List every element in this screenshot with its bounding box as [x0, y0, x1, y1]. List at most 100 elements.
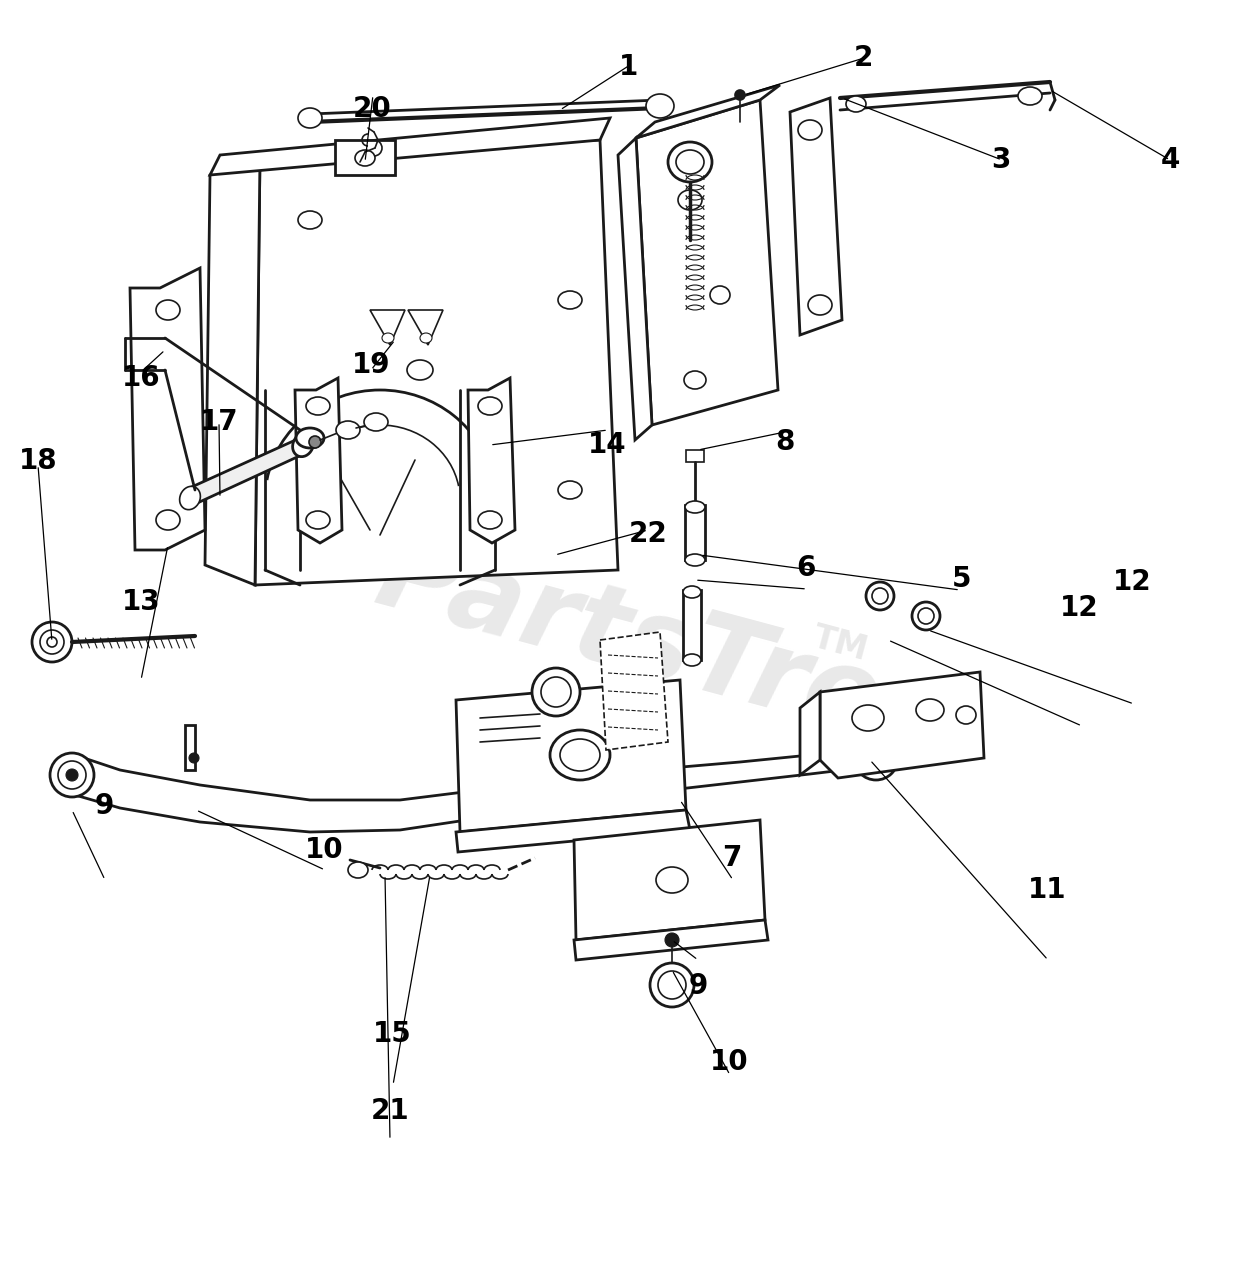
Ellipse shape — [478, 511, 502, 529]
Text: PartsTre: PartsTre — [366, 521, 892, 759]
Ellipse shape — [47, 637, 57, 646]
Ellipse shape — [408, 360, 433, 380]
Ellipse shape — [298, 481, 322, 499]
Ellipse shape — [854, 736, 898, 780]
Text: TM: TM — [809, 621, 872, 667]
Polygon shape — [455, 680, 686, 832]
Ellipse shape — [560, 739, 600, 771]
Polygon shape — [637, 84, 780, 138]
Text: 6: 6 — [796, 554, 816, 582]
Ellipse shape — [156, 509, 180, 530]
Bar — [683, 590, 701, 660]
Ellipse shape — [647, 93, 674, 118]
Ellipse shape — [686, 554, 704, 566]
Ellipse shape — [336, 421, 360, 439]
Ellipse shape — [309, 436, 321, 448]
Ellipse shape — [65, 769, 78, 781]
Ellipse shape — [852, 705, 884, 731]
Ellipse shape — [678, 189, 702, 210]
Polygon shape — [185, 438, 308, 506]
Polygon shape — [210, 118, 610, 175]
Polygon shape — [574, 920, 767, 960]
Text: 7: 7 — [722, 844, 742, 872]
Polygon shape — [130, 268, 205, 550]
Text: 22: 22 — [629, 520, 667, 548]
Ellipse shape — [665, 933, 679, 947]
Ellipse shape — [916, 699, 944, 721]
Text: 17: 17 — [200, 408, 238, 436]
Ellipse shape — [683, 586, 701, 598]
Text: 3: 3 — [991, 146, 1011, 174]
Text: 2: 2 — [853, 44, 873, 72]
Ellipse shape — [420, 333, 431, 343]
Ellipse shape — [550, 730, 610, 780]
Ellipse shape — [735, 90, 745, 100]
Polygon shape — [574, 820, 765, 940]
Polygon shape — [800, 692, 820, 774]
Polygon shape — [255, 140, 618, 585]
Text: 10: 10 — [711, 1048, 749, 1076]
Ellipse shape — [180, 486, 200, 509]
Ellipse shape — [306, 397, 330, 415]
Polygon shape — [205, 155, 260, 585]
Ellipse shape — [798, 120, 821, 140]
Ellipse shape — [683, 654, 701, 666]
Text: 12: 12 — [1113, 568, 1151, 596]
Ellipse shape — [58, 762, 86, 788]
Ellipse shape — [364, 413, 387, 431]
Ellipse shape — [532, 668, 580, 716]
Text: 8: 8 — [775, 428, 795, 456]
Bar — [686, 506, 704, 561]
Ellipse shape — [306, 511, 330, 529]
Ellipse shape — [684, 371, 706, 389]
Ellipse shape — [293, 434, 313, 457]
Polygon shape — [820, 672, 984, 778]
Polygon shape — [370, 310, 405, 346]
Ellipse shape — [650, 963, 694, 1007]
Ellipse shape — [872, 588, 888, 604]
Ellipse shape — [676, 150, 704, 174]
Ellipse shape — [348, 861, 369, 878]
Ellipse shape — [918, 608, 933, 625]
Text: 4: 4 — [1160, 146, 1180, 174]
Ellipse shape — [808, 294, 832, 315]
Polygon shape — [618, 138, 652, 440]
Ellipse shape — [866, 582, 894, 611]
Ellipse shape — [50, 753, 94, 797]
Ellipse shape — [655, 867, 688, 893]
Polygon shape — [600, 632, 668, 750]
Text: 10: 10 — [306, 836, 343, 864]
Ellipse shape — [668, 142, 712, 182]
Ellipse shape — [686, 500, 704, 513]
Text: 19: 19 — [352, 351, 390, 379]
Ellipse shape — [559, 481, 582, 499]
Text: 18: 18 — [19, 447, 57, 475]
Polygon shape — [468, 378, 515, 543]
Ellipse shape — [956, 707, 976, 724]
Polygon shape — [408, 310, 443, 346]
Text: 12: 12 — [1060, 594, 1098, 622]
Polygon shape — [790, 99, 842, 335]
Ellipse shape — [382, 333, 394, 343]
Ellipse shape — [40, 630, 64, 654]
Ellipse shape — [845, 96, 866, 113]
Ellipse shape — [862, 744, 889, 772]
Polygon shape — [455, 810, 689, 852]
Ellipse shape — [298, 108, 322, 128]
Ellipse shape — [559, 291, 582, 308]
Bar — [185, 724, 195, 771]
Ellipse shape — [189, 753, 199, 763]
Polygon shape — [686, 451, 704, 462]
Ellipse shape — [710, 285, 730, 305]
Ellipse shape — [541, 677, 571, 707]
Ellipse shape — [355, 150, 375, 166]
Bar — [335, 140, 395, 175]
Polygon shape — [294, 378, 342, 543]
Ellipse shape — [912, 602, 940, 630]
Ellipse shape — [478, 397, 502, 415]
Text: 20: 20 — [353, 95, 391, 123]
Text: 11: 11 — [1028, 876, 1066, 904]
Text: 9: 9 — [688, 972, 708, 1000]
Text: 1: 1 — [619, 52, 639, 81]
Text: 16: 16 — [122, 364, 160, 392]
